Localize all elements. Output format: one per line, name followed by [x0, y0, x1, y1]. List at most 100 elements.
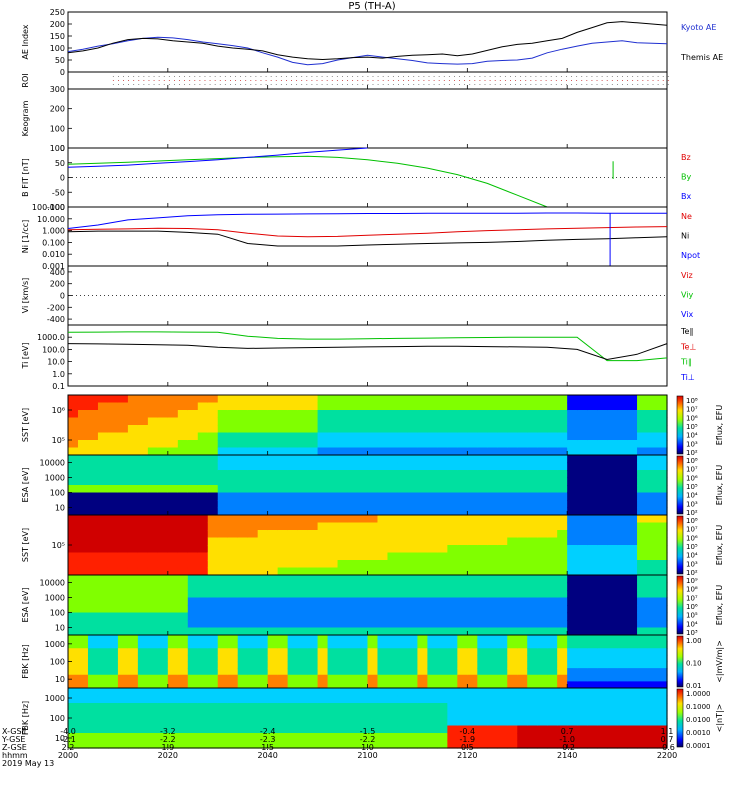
sst_ions-cell: [507, 410, 518, 419]
esa_electrons-cell: [477, 575, 488, 584]
fbk_b-cell: [567, 695, 578, 704]
fbk_e-cell: [327, 654, 339, 663]
fbk_b-cell: [197, 710, 209, 719]
esa_electrons-cell: [77, 605, 89, 614]
sst_ions-cell: [357, 395, 369, 404]
axis-value-y: -2.3: [260, 735, 276, 744]
esa_electrons-cell: [557, 590, 568, 599]
sst_ions-cell: [417, 410, 428, 419]
fbk_e-cell: [107, 668, 119, 676]
sst_ions-cell: [267, 432, 279, 441]
esa_ions-cell: [557, 455, 568, 464]
fbk_e-cell: [307, 681, 319, 689]
sst_electrons-cell: [497, 567, 508, 576]
esa_ions-cell: [337, 455, 349, 464]
roi-dot: [387, 76, 389, 77]
esa_electrons-cell: [327, 627, 339, 636]
esa_ions-cell: [377, 492, 389, 501]
esa_electrons-cell: [307, 597, 319, 606]
sst_electrons-cell: [577, 530, 588, 539]
sst_electrons-cell: [527, 552, 538, 561]
fbk_b-cell: [357, 710, 369, 719]
esa_ions-cell: [617, 462, 628, 471]
fbk_e-cell: [187, 635, 199, 643]
fbk_b-cell: [77, 718, 89, 727]
esa_ions-cell: [227, 485, 239, 494]
sst_ions-cell: [177, 440, 189, 449]
fbk_b-cell: [87, 703, 99, 712]
esa_ions-cell: [457, 507, 468, 516]
esa_electrons-cell: [437, 590, 448, 599]
fbk_b-cell: [337, 740, 349, 749]
esa_electrons-cell: [187, 605, 199, 614]
esa_electrons-cell: [257, 605, 269, 614]
esa_electrons-cell: [97, 575, 109, 584]
sst_ions-cell: [187, 447, 199, 456]
roi-dot: [622, 76, 623, 77]
fbk_b-cell: [627, 733, 638, 742]
fbk_e-cell: [237, 641, 249, 649]
sst_electrons-cell: [87, 537, 99, 546]
sst_ions-cell: [187, 425, 199, 434]
fbk_b-cell: [367, 703, 379, 712]
roi-dot: [479, 80, 481, 81]
sst_electrons-cell: [457, 515, 468, 524]
esa_ions-cell: [97, 507, 109, 516]
esa_ions-cell: [277, 455, 289, 464]
sst_ions-cell: [87, 425, 99, 434]
fbk_b-cell: [417, 718, 428, 727]
sst_electrons-cell: [497, 537, 508, 546]
fbk_e-cell: [317, 654, 329, 663]
esa_electrons-colorbar-tick: 10⁸: [686, 586, 698, 594]
fbk_e-cell: [507, 668, 518, 676]
sst_ions-cell: [267, 447, 279, 456]
fbk_b-cell: [627, 718, 638, 727]
esa_electrons-cell: [457, 590, 468, 599]
esa_ions-cell: [637, 507, 648, 516]
sst_electrons-cell: [617, 522, 628, 531]
fbk_b-cell: [317, 695, 329, 704]
sst_electrons-cell: [417, 552, 428, 561]
fbk_e-cell: [327, 635, 339, 643]
esa_ions-ylabel: ESA [eV]: [21, 468, 30, 503]
roi-dot: [224, 84, 226, 85]
fbk_e-cell: [87, 648, 99, 656]
sst_ions-cell: [377, 395, 389, 404]
esa_ions-cell: [97, 470, 109, 479]
esa_ions-cell: [597, 455, 608, 464]
sst_electrons-cell: [177, 560, 189, 569]
sst_electrons-cell: [68, 567, 79, 576]
sst_electrons-colorbar-tick: 10⁸: [686, 517, 698, 525]
sst_ions-colorbar-tick: 10⁶: [686, 414, 698, 422]
roi-dot: [301, 84, 303, 85]
fbk_b-cell: [187, 703, 199, 712]
fbk_e-cell: [317, 674, 329, 682]
sst_electrons-cell: [557, 530, 568, 539]
sst_electrons-cell: [157, 552, 169, 561]
roi-dot: [321, 84, 323, 85]
fbk_b-cell: [337, 688, 349, 697]
fbk_b-cell: [637, 725, 648, 734]
esa_electrons-cell: [127, 605, 139, 614]
bfield-series-by: [67, 155, 548, 208]
esa_electrons-cell: [337, 590, 349, 599]
fbk_e-cell: [227, 635, 239, 643]
sst_electrons-cell: [207, 552, 219, 561]
sst_ions-cell: [387, 395, 399, 404]
sst_electrons-cell: [467, 530, 478, 539]
sst_ions-cell: [637, 447, 648, 456]
esa_electrons-cell: [537, 575, 548, 584]
esa_electrons-cell: [417, 612, 428, 621]
sst_electrons-cell: [177, 537, 189, 546]
roi-dot: [576, 76, 578, 77]
esa_electrons-cell: [167, 597, 179, 606]
esa_electrons-cell: [557, 597, 568, 606]
fbk_e-cell: [637, 661, 648, 669]
roi-dot: [586, 80, 588, 81]
esa_electrons-cell: [197, 605, 209, 614]
roi-dot: [280, 80, 282, 81]
axis-value-x: 0.7: [561, 727, 574, 736]
sst_electrons-cell: [457, 537, 468, 546]
fbk_e-cell: [517, 635, 528, 643]
sst_electrons-cell: [387, 515, 399, 524]
